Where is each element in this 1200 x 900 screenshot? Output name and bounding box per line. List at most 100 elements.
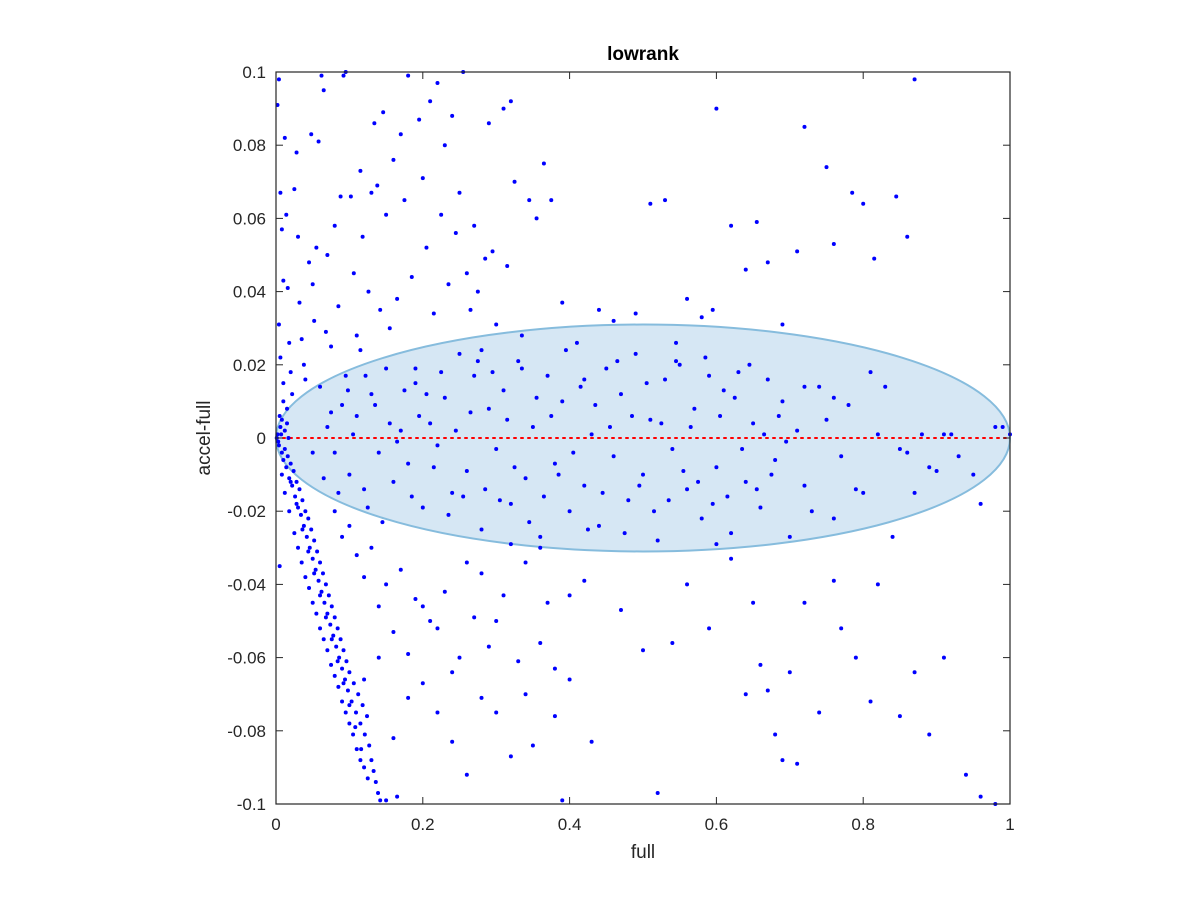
data-point	[318, 626, 323, 631]
data-point	[949, 432, 954, 437]
data-point	[883, 384, 888, 389]
data-point	[802, 600, 807, 605]
data-point	[369, 392, 374, 397]
x-tick-label: 0.4	[558, 815, 582, 834]
data-point	[523, 692, 528, 697]
data-point	[284, 465, 289, 470]
data-point	[897, 714, 902, 719]
data-point	[303, 377, 308, 382]
data-point	[277, 414, 282, 419]
data-point	[299, 560, 304, 565]
data-point	[729, 556, 734, 561]
data-point	[391, 479, 396, 484]
data-point	[589, 432, 594, 437]
data-point	[633, 351, 638, 356]
data-point	[446, 282, 451, 287]
data-point	[312, 571, 317, 576]
data-point	[978, 501, 983, 506]
data-point	[362, 677, 367, 682]
data-point	[494, 446, 499, 451]
data-point	[300, 527, 305, 532]
data-point	[839, 454, 844, 459]
data-point	[446, 512, 451, 517]
data-point	[334, 644, 339, 649]
data-point	[329, 604, 334, 609]
data-point	[758, 505, 763, 510]
data-point	[501, 388, 506, 393]
data-point	[490, 249, 495, 254]
data-point	[304, 534, 309, 539]
data-point	[450, 670, 455, 675]
data-point	[534, 395, 539, 400]
y-tick-label: -0.06	[227, 649, 266, 668]
data-point	[332, 450, 337, 455]
data-point	[494, 710, 499, 715]
data-point	[384, 366, 389, 371]
data-point	[596, 523, 601, 528]
data-point	[365, 505, 370, 510]
data-point	[567, 593, 572, 598]
data-point	[298, 512, 303, 517]
data-point	[376, 450, 381, 455]
data-point	[472, 615, 477, 620]
data-point	[294, 501, 299, 506]
data-point	[696, 479, 701, 484]
data-point	[349, 699, 354, 704]
data-point	[688, 425, 693, 430]
data-point	[321, 476, 326, 481]
data-point	[787, 670, 792, 675]
data-point	[300, 498, 305, 503]
data-point	[508, 99, 513, 104]
data-point	[670, 446, 675, 451]
data-point	[341, 681, 346, 686]
data-point	[652, 509, 657, 514]
data-point	[371, 769, 376, 774]
data-point	[516, 359, 521, 364]
data-point	[674, 340, 679, 345]
data-point	[538, 640, 543, 645]
data-point	[831, 395, 836, 400]
y-tick-label: 0.08	[233, 136, 266, 155]
data-point	[993, 425, 998, 430]
data-point	[376, 655, 381, 660]
data-point	[604, 366, 609, 371]
data-point	[354, 553, 359, 558]
x-tick-label: 0.2	[411, 815, 435, 834]
data-point	[313, 567, 318, 572]
data-point	[281, 278, 286, 283]
data-point	[285, 285, 290, 290]
data-point	[380, 520, 385, 525]
data-point	[648, 417, 653, 422]
data-point	[351, 732, 356, 737]
data-point	[743, 479, 748, 484]
data-point	[347, 523, 352, 528]
data-point	[395, 296, 400, 301]
data-point	[321, 88, 326, 93]
data-point	[376, 604, 381, 609]
data-point	[285, 454, 290, 459]
data-point	[527, 520, 532, 525]
data-point	[409, 494, 414, 499]
data-point	[453, 231, 458, 236]
data-point	[494, 322, 499, 327]
data-point	[868, 370, 873, 375]
data-point	[435, 443, 440, 448]
data-point	[439, 212, 444, 217]
data-point	[351, 681, 356, 686]
data-point	[420, 604, 425, 609]
data-point	[479, 571, 484, 576]
data-point	[288, 479, 293, 484]
data-point	[294, 479, 299, 484]
data-point	[685, 487, 690, 492]
data-point	[387, 421, 392, 426]
data-point	[831, 578, 836, 583]
data-point	[366, 289, 371, 294]
data-point	[468, 307, 473, 312]
data-point	[358, 721, 363, 726]
data-point	[457, 655, 462, 660]
data-point	[320, 571, 325, 576]
data-point	[306, 516, 311, 521]
data-point	[589, 739, 594, 744]
data-point	[329, 344, 334, 349]
data-point	[398, 428, 403, 433]
